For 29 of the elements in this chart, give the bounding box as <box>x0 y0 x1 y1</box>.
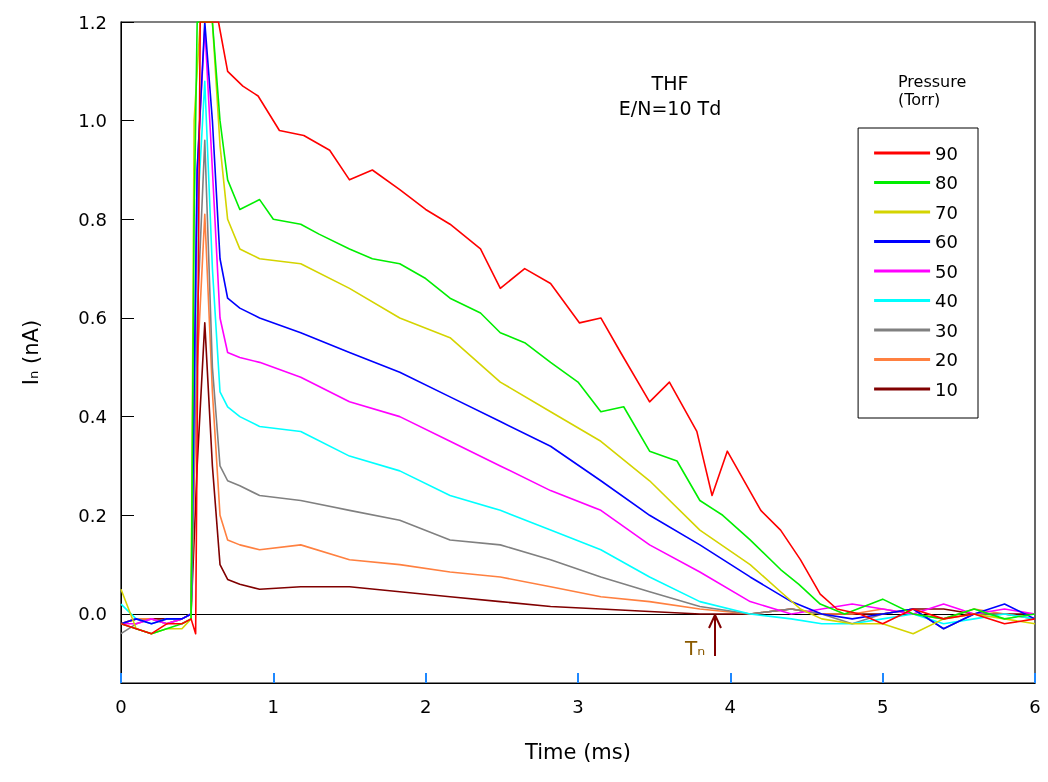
x-tick-label: 3 <box>572 695 584 717</box>
x-tick-label: 5 <box>876 695 889 717</box>
y-tick-label: 0.0 <box>78 603 107 625</box>
y-tick-label: 1.2 <box>78 11 107 33</box>
y-axis-title: Iₙ (nA) <box>18 319 43 386</box>
legend-label: 40 <box>935 290 958 311</box>
x-axis-title: Time (ms) <box>524 739 631 764</box>
text: THF <box>650 71 689 94</box>
legend-label: 90 <box>935 142 958 164</box>
y-tick-label: 0.6 <box>78 307 107 329</box>
legend-label: 80 <box>935 172 958 193</box>
x-tick-label: 2 <box>419 695 432 717</box>
legend-label: 60 <box>935 231 958 252</box>
legend-label: 10 <box>935 378 958 400</box>
x-tick-label: 0 <box>115 695 127 717</box>
legend-label: 50 <box>935 260 958 282</box>
text: E/N=10 Td <box>618 96 722 119</box>
y-tick-label: 0.8 <box>78 208 107 230</box>
annotation: Tₙ <box>683 635 706 660</box>
y-tick-label: 1.0 <box>78 110 107 132</box>
y-tick-label: 0.4 <box>78 406 107 428</box>
legend-title: Pressure (Torr) <box>898 71 972 109</box>
y-tick-label: 0.2 <box>78 504 107 526</box>
legend-label: 30 <box>935 319 958 341</box>
x-tick-label: 6 <box>1029 695 1041 717</box>
legend-label: 20 <box>935 349 958 370</box>
legend-label: 70 <box>935 201 958 223</box>
x-tick-label: 4 <box>724 695 737 717</box>
x-tick-label: 1 <box>267 695 280 717</box>
